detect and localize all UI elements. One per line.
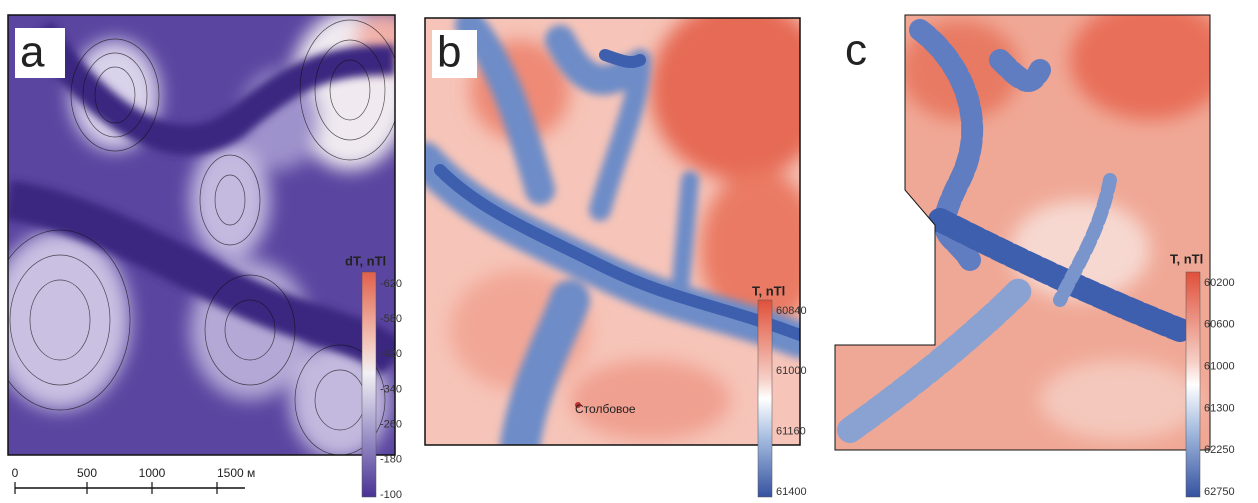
scale-label: 0 — [12, 466, 19, 480]
legend-tick-label: 60840 — [776, 305, 807, 317]
panel-label: b — [437, 28, 461, 77]
figure: Столбовое a dT, nTl -620 -580 -420 -340 -260 -1… — [0, 0, 1258, 503]
legend-tick-label: -340 — [380, 383, 402, 395]
legend-tick-label: -180 — [380, 454, 402, 466]
legend-tick-label: 62250 — [1204, 444, 1235, 456]
legend-tick-label: 61160 — [776, 426, 806, 438]
scale-label: 500 — [77, 466, 97, 480]
legend-tick-label: -420 — [380, 348, 402, 360]
panel-label: c — [845, 26, 867, 75]
legend-tick-label: 61000 — [1204, 361, 1235, 373]
legend-tick-label: 60600 — [1204, 319, 1235, 331]
legend-tick-label: -260 — [380, 419, 402, 431]
scale-label: 1000 — [139, 466, 166, 480]
legend-tick-label: 61400 — [776, 486, 807, 498]
legend-tick-label: -100 — [380, 489, 402, 501]
panel-label: a — [20, 28, 45, 77]
legend-tick-label: 60200 — [1204, 277, 1235, 289]
legend-tick-label: 61300 — [1204, 402, 1235, 414]
place-label: Столбовое — [575, 402, 636, 416]
legend-tick-label: -580 — [380, 313, 402, 325]
legend-tick-label: 61000 — [776, 365, 807, 377]
legend-title: T, nTl — [752, 283, 785, 298]
legend-tick-label: -620 — [380, 278, 402, 290]
map-c — [835, 0, 1230, 450]
legend-title: dT, nTl — [345, 253, 386, 268]
legend-title: T, nTl — [1170, 251, 1203, 266]
legend-tick-label: 62750 — [1204, 486, 1235, 498]
scale-label: 1500 м — [217, 466, 255, 480]
